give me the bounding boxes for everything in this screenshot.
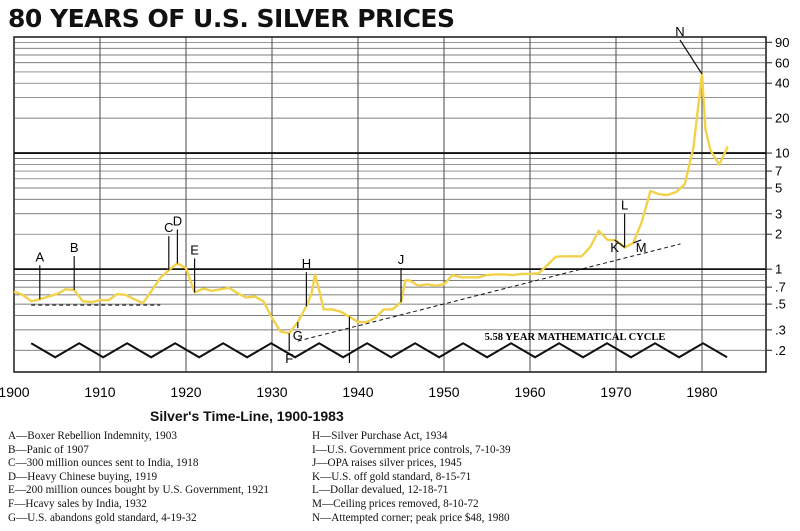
annotation-d: D (173, 213, 182, 228)
y-tick-label: 10 (775, 146, 789, 161)
annotation-g: G (293, 328, 303, 343)
annotation-leader-n (679, 39, 703, 75)
event-g: G—U.S. abandons gold standard, 4-19-32 (8, 511, 197, 524)
annotations: A B C DE FG H I J K L M N (35, 24, 703, 366)
x-tick-label-1930: 1930 (256, 384, 287, 400)
annotation-f: F (285, 351, 293, 366)
x-tick-label-1980: 1980 (686, 384, 717, 400)
annotation-b: B (70, 240, 79, 255)
cycle-label: 5.58 YEAR MATHEMATICAL CYCLE (485, 332, 666, 343)
trendline-long (297, 243, 681, 342)
chart-title: 80 YEARS OF U.S. SILVER PRICES (8, 4, 455, 33)
y-tick-label: .5 (775, 297, 786, 312)
y-tick-label: .7 (775, 280, 786, 295)
annotation-j: J (398, 252, 405, 267)
annotation-a: A (35, 249, 44, 264)
event-d: D—Heavy Chinese buying, 1919 (8, 470, 158, 483)
timeline-heading: Silver's Time-Line, 1900-1983 (150, 408, 344, 424)
events-list-right: H—Silver Purchase Act, 1934 I—U.S. Gover… (312, 430, 511, 525)
event-c: C—300 million ounces sent to India, 1918 (8, 457, 199, 470)
y-tick-label: 60 (775, 55, 789, 70)
event-l: L—Dollar devalued, 12-18-71 (312, 484, 449, 497)
x-tick-label-1970: 1970 (600, 384, 631, 400)
event-e: E—200 million ounces bought by U.S. Gove… (8, 484, 270, 497)
x-tick-label-1900: 1900 (0, 384, 30, 400)
event-h: H—Silver Purchase Act, 1934 (312, 430, 448, 442)
annotation-k: K (610, 240, 619, 255)
annotation-l: L (621, 197, 628, 212)
y-tick-label: .2 (775, 343, 786, 358)
annotation-h: H (302, 256, 311, 271)
events-list-left: A—Boxer Rebellion Indemnity, 1903 B—Pani… (8, 430, 269, 525)
annotation-e: E (190, 242, 199, 257)
x-tick-label-1920: 1920 (170, 384, 201, 400)
cycle-wave (30, 342, 728, 359)
event-j: J—OPA raises silver prices, 1945 (312, 457, 462, 470)
y-tick-label: 2 (775, 227, 782, 242)
y-tick-label: 5 (775, 181, 782, 196)
event-n: N—Attempted corner; peak price $48, 1980 (312, 511, 510, 524)
event-a: A—Boxer Rebellion Indemnity, 1903 (8, 430, 177, 442)
x-axis: 1900 1910 1920 1930 1940 1950 1960 1970 1980 (0, 384, 718, 400)
y-tick-label: 90 (775, 35, 789, 50)
y-tick-label: 20 (775, 111, 789, 126)
event-b: B—Panic of 1907 (8, 443, 89, 456)
series (13, 72, 729, 335)
annotation-i: I (348, 351, 352, 366)
event-k: K—U.S. off gold standard, 8-15-71 (312, 470, 472, 483)
gridlines (13, 37, 766, 372)
annotation-n: N (675, 24, 684, 39)
x-tick-label-1940: 1940 (342, 384, 373, 400)
event-m: M—Ceiling prices removed, 8-10-72 (312, 497, 479, 510)
plot-frame (13, 36, 767, 373)
silver-price-chart: 1900 1910 1920 1930 1940 1950 1960 1970 1980 .2.… (0, 24, 789, 400)
x-tick-label-1910: 1910 (84, 384, 115, 400)
event-i: I—U.S. Government price controls, 7-10-3… (312, 443, 511, 456)
series-line-0 (13, 72, 729, 335)
cycle-zigzag (30, 342, 728, 359)
annotation-leader-k (614, 239, 625, 248)
y-tick-label: 7 (775, 164, 782, 179)
y-tick-label: 40 (775, 76, 789, 91)
y-tick-label: 3 (775, 206, 782, 221)
x-tick-label-1950: 1950 (428, 384, 459, 400)
x-tick-label-1960: 1960 (514, 384, 545, 400)
y-axis: .2 .3 .5 .7 1 2 3 5 7 10 20 40 60 90 (766, 35, 789, 358)
event-f: F—Hcavy sales by India, 1932 (8, 497, 147, 510)
y-tick-label: 1 (775, 262, 782, 277)
annotation-c: C (164, 220, 173, 235)
y-tick-label: .3 (775, 322, 786, 337)
annotation-m: M (636, 240, 647, 255)
annotation-leader-m (632, 239, 642, 244)
trendlines (31, 243, 681, 342)
